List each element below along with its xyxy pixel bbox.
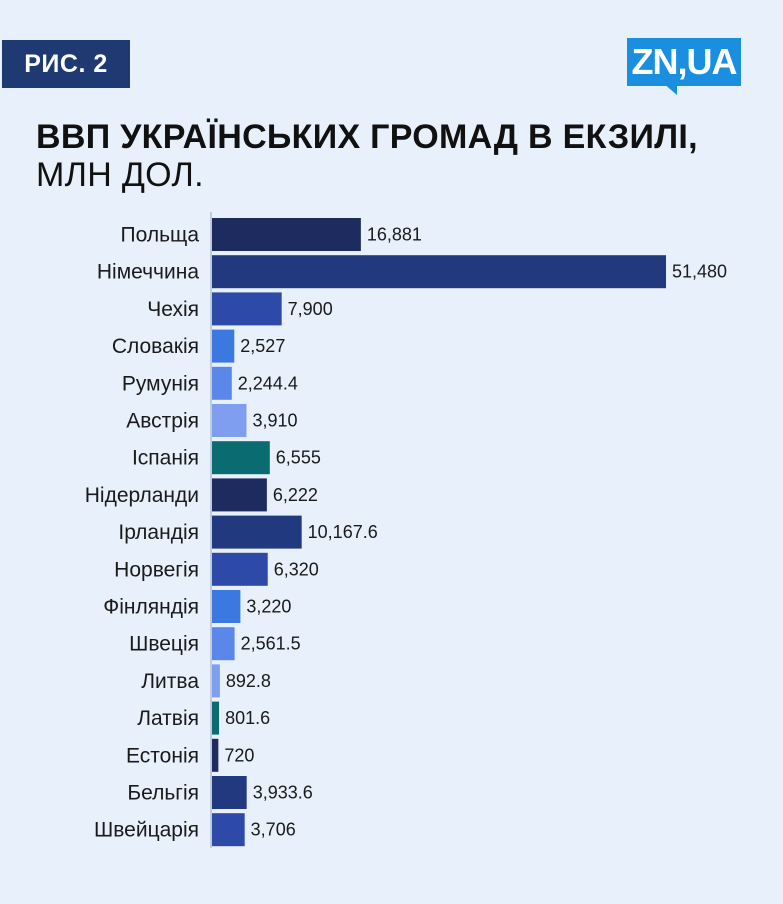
value-label: 7,900 — [288, 299, 333, 319]
bar — [212, 813, 245, 847]
category-label: Латвія — [137, 707, 199, 730]
category-label: Ірландія — [118, 521, 199, 544]
value-label: 16,881 — [367, 225, 422, 245]
category-label: Бельгія — [127, 782, 199, 805]
bar — [212, 366, 232, 400]
value-label: 10,167.6 — [308, 522, 378, 542]
category-label: Швейцарія — [94, 819, 199, 842]
value-label: 3,933.6 — [253, 783, 313, 803]
value-label: 892.8 — [226, 671, 271, 691]
logo-tail-shape — [663, 83, 677, 95]
value-label: 51,480 — [672, 262, 727, 282]
bar — [212, 441, 270, 475]
value-label: 6,555 — [276, 448, 321, 468]
value-label: 801.6 — [225, 708, 270, 728]
bar — [212, 218, 361, 251]
value-label: 720 — [224, 745, 254, 765]
category-label: Румунія — [122, 372, 199, 395]
bar — [212, 515, 302, 549]
bar — [212, 738, 219, 772]
bar — [212, 627, 235, 661]
chart-subtitle: МЛН ДОЛ. — [36, 156, 204, 194]
value-label: 3,220 — [246, 597, 291, 617]
value-label: 6,222 — [273, 485, 318, 505]
chart-title: ВВП УКРАЇНСЬКИХ ГРОМАД В ЕКЗИЛІ, — [36, 118, 698, 156]
value-label: 2,527 — [240, 336, 285, 356]
value-label: 3,706 — [251, 820, 296, 840]
bar — [212, 255, 666, 289]
value-label: 2,561.5 — [241, 634, 301, 654]
category-label: Норвегія — [114, 558, 199, 581]
category-label: Чехія — [147, 298, 199, 321]
category-label: Німеччина — [97, 261, 199, 284]
category-label: Литва — [141, 670, 199, 693]
figure-badge: РИС. 2 — [2, 40, 130, 88]
category-label: Австрія — [126, 410, 199, 433]
category-label: Естонія — [126, 744, 199, 767]
category-label: Словакія — [112, 335, 199, 358]
bar — [212, 552, 268, 586]
zn-ua-logo: ZN,UA — [627, 38, 741, 86]
category-label: Іспанія — [132, 447, 199, 470]
bar — [212, 404, 247, 437]
bar — [212, 329, 235, 363]
bar — [212, 664, 220, 698]
bar — [212, 292, 282, 326]
bar — [212, 701, 220, 735]
bar — [212, 776, 247, 809]
value-label: 3,910 — [252, 411, 297, 431]
value-label: 6,320 — [274, 559, 319, 579]
category-label: Нідерланди — [85, 484, 199, 507]
bar — [212, 478, 267, 512]
value-label: 2,244.4 — [238, 373, 298, 393]
category-label: Фінляндія — [103, 596, 199, 619]
category-label: Швеція — [129, 633, 199, 656]
bar — [212, 590, 241, 623]
category-label: Польща — [121, 224, 200, 247]
